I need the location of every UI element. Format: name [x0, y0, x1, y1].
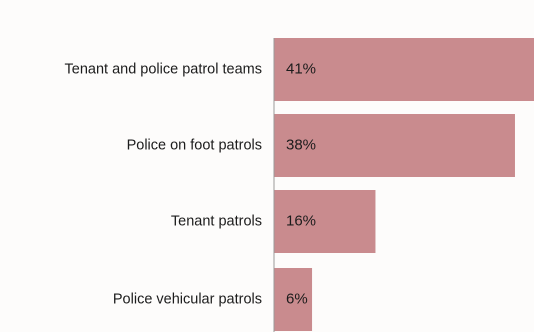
bar-1 [274, 114, 515, 177]
value-label-2: 16% [286, 212, 316, 229]
category-label-0: Tenant and police patrol teams [65, 61, 263, 77]
bar-0 [274, 38, 534, 101]
value-label-3: 6% [286, 290, 308, 307]
bar-2 [274, 190, 376, 253]
category-label-3: Police vehicular patrols [113, 291, 262, 307]
category-labels-group: Tenant and police patrol teams Police on … [65, 61, 263, 307]
value-label-1: 38% [286, 136, 316, 153]
bar-3 [274, 268, 313, 331]
value-label-0: 41% [286, 60, 316, 77]
category-label-2: Tenant patrols [171, 213, 262, 229]
category-label-1: Police on foot patrols [127, 137, 262, 153]
bars-group [274, 38, 534, 331]
value-labels-group: 41% 38% 16% 6% [286, 60, 316, 307]
